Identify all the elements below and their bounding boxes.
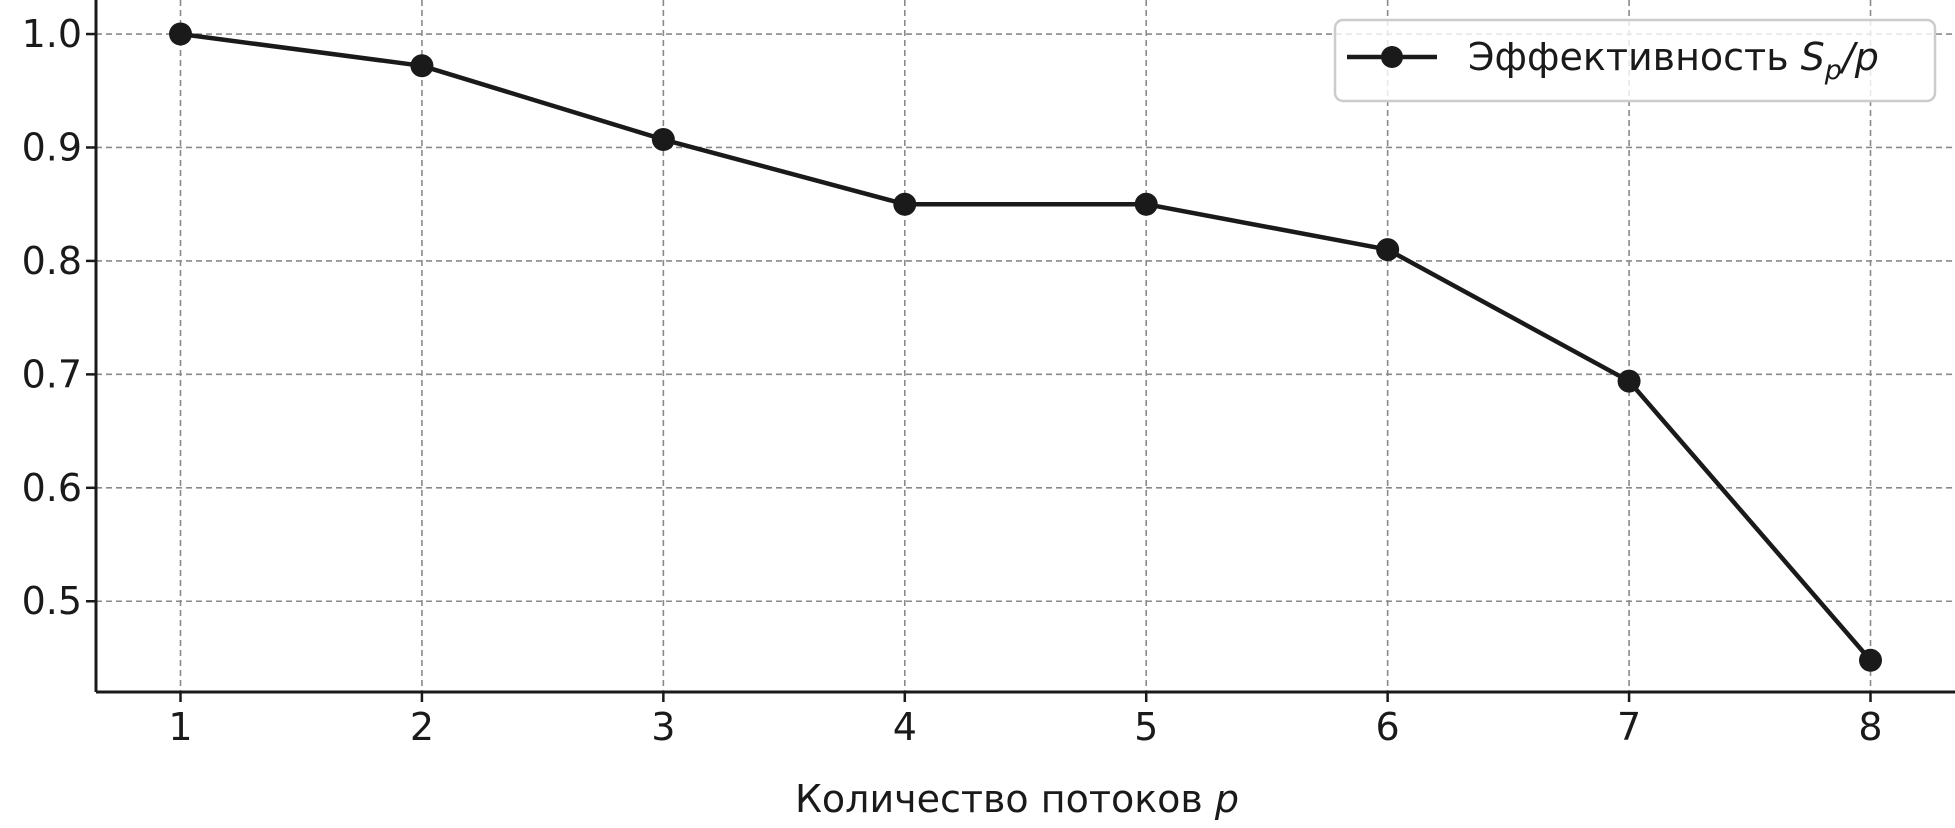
x-axis-label: Количество потоков p <box>795 777 1239 821</box>
x-tick-label: 8 <box>1858 705 1882 749</box>
series <box>169 22 1882 672</box>
y-tick-label: 0.9 <box>22 125 82 169</box>
x-tick-label: 5 <box>1134 705 1158 749</box>
legend[interactable]: Эффективность Sp/p <box>1333 18 1937 103</box>
axes <box>94 0 1955 694</box>
grid <box>96 0 1955 692</box>
x-tick-label: 4 <box>893 705 917 749</box>
y-tick-label: 0.8 <box>22 239 82 283</box>
y-tick-label: 0.5 <box>22 579 82 623</box>
series-line <box>180 31 1873 662</box>
data-point-2[interactable] <box>410 54 434 78</box>
y-tick-label: 0.7 <box>22 352 82 396</box>
data-point-8[interactable] <box>1859 648 1882 672</box>
legend-box <box>1333 18 1937 103</box>
x-tick-label: 6 <box>1376 705 1400 749</box>
y-tick-label: 0.6 <box>22 466 82 510</box>
x-tick-label: 1 <box>168 705 192 749</box>
data-point-5[interactable] <box>1134 192 1158 216</box>
data-point-3[interactable] <box>651 128 675 152</box>
data-point-4[interactable] <box>893 192 917 216</box>
legend-entry-label: Эффективность Sp/p <box>1468 35 1879 86</box>
x-tick-label: 3 <box>651 705 675 749</box>
data-point-6[interactable] <box>1376 238 1400 262</box>
legend-marker-sample <box>1381 46 1403 68</box>
y-tick-label: 1.0 <box>22 12 82 56</box>
x-tick-label: 7 <box>1617 705 1641 749</box>
ticks: 1 2 3 4 5 6 7 8 0.5 0.6 0.7 0.8 0.9 1.0 <box>22 12 1883 749</box>
x-tick-label: 2 <box>410 705 434 749</box>
data-point-1[interactable] <box>169 22 192 46</box>
x-axis-label-var: p <box>1214 777 1239 821</box>
data-point-7[interactable] <box>1617 369 1641 393</box>
